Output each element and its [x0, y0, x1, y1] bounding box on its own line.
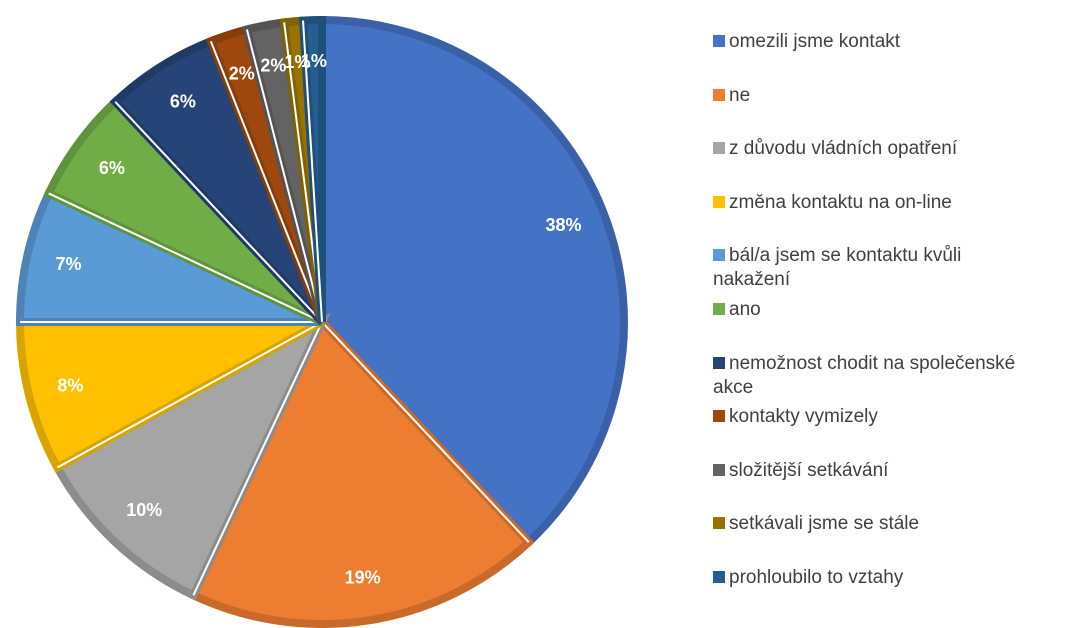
legend-item: setkávali jsme se stále [713, 512, 1043, 536]
legend-swatch [713, 142, 725, 155]
legend-swatch [713, 195, 725, 208]
legend-label: prohloubilo to vztahy [729, 567, 904, 588]
legend-swatch [713, 356, 725, 369]
legend-swatch [713, 517, 725, 530]
data-label: 19% [345, 567, 381, 587]
legend-item: bál/a jsem se kontaktu kvůli nakažení [713, 244, 1043, 292]
legend-item: nemožnost chodit na společenské akce [713, 352, 1043, 400]
data-label: 8% [57, 375, 83, 395]
legend-item: kontakty vymizely [713, 405, 1043, 429]
legend-label: z důvodu vládních opatření [729, 138, 958, 160]
slice-gap [209, 40, 323, 323]
legend-swatch [713, 571, 725, 583]
data-label: 38% [545, 215, 581, 235]
legend-swatch [713, 303, 725, 315]
slice-gap [302, 20, 323, 323]
chart: 38%19%10%8%7%6%6%2% 2%1%1% [15, 15, 628, 628]
data-label: 7% [56, 254, 82, 274]
legend-label: ano [729, 299, 761, 320]
data-label: 6% [170, 91, 196, 111]
slice-gap [245, 29, 323, 323]
legend-swatch [713, 463, 725, 476]
data-label: 2% [229, 64, 255, 84]
legend-swatch [713, 88, 725, 101]
data-label: 6% [99, 158, 125, 178]
legend-label: změna kontaktu na on-line [729, 191, 952, 213]
legend-label: setkávali jsme se stále [729, 513, 920, 535]
legend-label: ne [729, 84, 751, 106]
slice-gap [56, 321, 323, 469]
data-label: 10% [126, 500, 162, 520]
data-label: 1% [301, 51, 327, 71]
pie-slice [188, 314, 535, 628]
slice-gap [192, 321, 323, 596]
data-label: 2% [260, 56, 286, 76]
legend-item: omezili jsme kontakt [713, 30, 1043, 54]
data-label: 1% [285, 52, 311, 72]
legend-item: z důvodu vládních opatření [713, 137, 1043, 161]
legend-label: omezili jsme kontakt [729, 31, 901, 52]
pie-slice [51, 312, 331, 601]
legend-item: změna kontaktu na on-line [713, 191, 1043, 215]
legend-label: kontakty vymizely [729, 406, 878, 428]
legend-swatch [713, 410, 725, 423]
legend-swatch [713, 249, 725, 262]
slice-gap [48, 192, 323, 323]
legend-label: bál/a jsem se kontaktu kvůli nakažení [713, 245, 962, 291]
legend-label: složitější setkávání [729, 459, 889, 481]
legend-item: prohloubilo to vztahy [713, 566, 1043, 590]
pie-slice [15, 318, 324, 473]
pie-slice [318, 15, 628, 548]
legend-item: ne [713, 84, 1043, 108]
slice-gap [321, 321, 530, 543]
legend-item: ano [713, 298, 1043, 322]
legend-item: složitější setkávání [713, 459, 1043, 483]
slice-gap [114, 101, 323, 323]
legend-label: nemožnost chodit na společenské akce [713, 352, 1016, 398]
legend-swatch [713, 35, 725, 47]
